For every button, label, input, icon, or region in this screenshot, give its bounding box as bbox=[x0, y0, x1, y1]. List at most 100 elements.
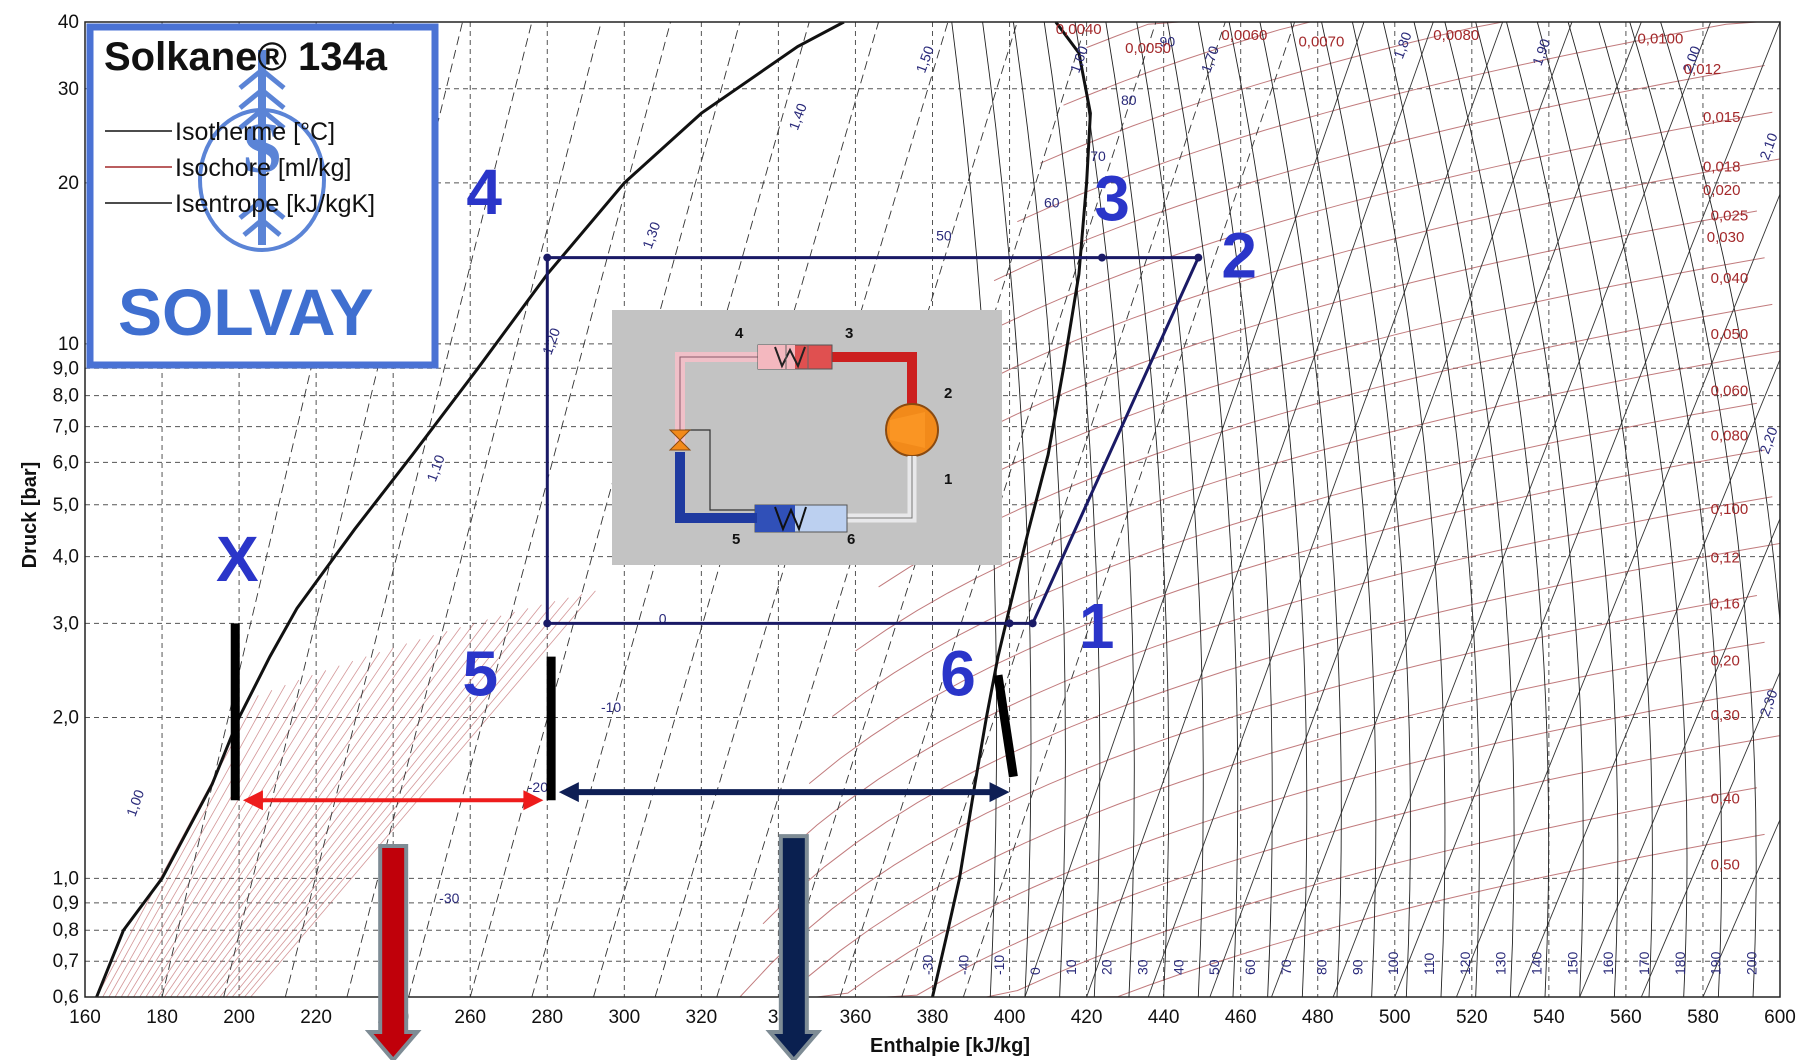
isochore-label: 0,100 bbox=[1711, 501, 1749, 518]
bottom-temp-label: 10 bbox=[1063, 959, 1079, 975]
isochore-line bbox=[1040, 22, 1780, 164]
isochore-label: 0,012 bbox=[1684, 61, 1722, 78]
y-tick-label: 8,0 bbox=[53, 386, 79, 407]
x-axis-ticks: 1601802002202402602803003203436038040042… bbox=[69, 1007, 1796, 1028]
isochore-line bbox=[624, 833, 1765, 997]
isochore-label: 0,50 bbox=[1711, 856, 1740, 873]
x-tick-label: 600 bbox=[1764, 1007, 1796, 1028]
isochore-line bbox=[785, 496, 1773, 853]
isochore-liquid-line bbox=[127, 670, 327, 997]
inset-label-6: 6 bbox=[847, 531, 855, 548]
arrow-blue-head-right bbox=[989, 782, 1010, 803]
solvay-logo: S bbox=[198, 50, 326, 252]
bottom-temp-label: 120 bbox=[1457, 951, 1473, 975]
isotherm-label: 60 bbox=[1044, 194, 1060, 210]
down-arrow-0 bbox=[364, 843, 422, 1060]
bottom-temp-label: 160 bbox=[1600, 951, 1616, 975]
isochore-label: 0,0100 bbox=[1637, 30, 1683, 47]
isochore-line bbox=[832, 402, 1757, 717]
isochore-liquid-line bbox=[102, 689, 273, 997]
inset-label-1: 1 bbox=[944, 471, 952, 488]
isotherm-label: 70 bbox=[1090, 148, 1106, 164]
isochore-line bbox=[947, 158, 1780, 402]
x-tick-label: 480 bbox=[1302, 1007, 1334, 1028]
x-tick-label: 220 bbox=[300, 1007, 332, 1028]
cycle-point-3 bbox=[1098, 253, 1106, 262]
svg-text:S: S bbox=[242, 108, 282, 188]
y-tick-label: 30 bbox=[58, 79, 79, 100]
isochore-liquid-line bbox=[157, 647, 394, 997]
down-arrow-1 bbox=[765, 834, 823, 1060]
y-tick-label: 5,0 bbox=[53, 495, 79, 516]
cycle-point-5 bbox=[543, 619, 552, 628]
isolines bbox=[96, 22, 1780, 997]
isochore-line bbox=[924, 210, 1757, 463]
x-tick-label: 460 bbox=[1225, 1007, 1257, 1028]
isentrope-line bbox=[1332, 22, 1712, 997]
cycle-schematic-inset: 4 3 2 1 5 6 bbox=[612, 310, 1002, 565]
x-tick-label: 440 bbox=[1148, 1007, 1180, 1028]
bottom-temp-label: 170 bbox=[1636, 951, 1652, 975]
bottom-temp-label: -40 bbox=[955, 955, 971, 975]
isochore-liquid-line bbox=[207, 615, 502, 997]
isentrope-line bbox=[1209, 22, 1573, 997]
isotherm-line bbox=[982, 22, 1032, 997]
isochore-line bbox=[901, 257, 1765, 525]
isochore-label: 0,0070 bbox=[1298, 33, 1344, 50]
x-tick-label: 560 bbox=[1610, 1007, 1642, 1028]
cycle-label-X: X bbox=[216, 523, 259, 595]
isotherm-line bbox=[1567, 22, 1688, 997]
isochore-label: 0,080 bbox=[1711, 427, 1749, 444]
cycle-label-3: 3 bbox=[1094, 163, 1130, 235]
y-axis-ticks: 0,6 0,7 0,8 0,9 1,0 2,0 3,0 4,0 5,0 6,0 7,0 8,0 9,0 1… bbox=[53, 12, 79, 1008]
bottom-temp-label: 180 bbox=[1672, 951, 1688, 975]
isotherm-line bbox=[1444, 22, 1550, 997]
y-tick-label: 3,0 bbox=[53, 613, 79, 634]
bottom-temp-label: 90 bbox=[1349, 959, 1365, 975]
bottom-temp-label: 70 bbox=[1278, 959, 1294, 975]
isotherm-line bbox=[1598, 22, 1723, 997]
isochore-liquid-line bbox=[188, 627, 461, 997]
y-tick-label: 40 bbox=[58, 12, 79, 33]
isochore-liquid-line bbox=[120, 674, 313, 997]
isochore-label: 0,0060 bbox=[1221, 27, 1267, 44]
isochore-liquid-line bbox=[170, 639, 421, 997]
isentrope-line bbox=[1086, 22, 1434, 997]
cycle-point-6 bbox=[1005, 619, 1014, 628]
x-tick-label: 280 bbox=[531, 1007, 563, 1028]
isentrope-line bbox=[469, 22, 741, 997]
inset-label-5: 5 bbox=[732, 531, 740, 548]
isochore-line bbox=[855, 350, 1780, 652]
x-axis-label: Enthalpie [kJ/kg] bbox=[870, 1035, 1030, 1057]
bottom-temp-label: 80 bbox=[1314, 959, 1330, 975]
isochore-label: 0,020 bbox=[1703, 182, 1741, 199]
isochore-liquid-line bbox=[114, 679, 300, 997]
isotherm-label: -10 bbox=[601, 699, 621, 715]
isotherm-line bbox=[1629, 22, 1757, 997]
y-tick-label: 1,0 bbox=[53, 868, 79, 889]
isochore-label: 0,16 bbox=[1711, 595, 1740, 612]
isochore-label: 0,12 bbox=[1711, 549, 1740, 566]
isochore-label: 0,040 bbox=[1711, 270, 1749, 287]
bottom-temp-label: -30 bbox=[920, 955, 936, 975]
isochore-liquid-line bbox=[145, 656, 367, 997]
bottom-temp-label: 20 bbox=[1099, 959, 1115, 975]
saturation-curve bbox=[95, 22, 1092, 997]
isentrope-line bbox=[1455, 192, 1780, 997]
legend-title: Solkane® 134a bbox=[104, 35, 388, 79]
bottom-temp-label: 50 bbox=[1206, 959, 1222, 975]
isotherm-label: -20 bbox=[528, 779, 548, 795]
isochore-label: 0,0080 bbox=[1433, 27, 1479, 44]
isotherm-label: 50 bbox=[936, 228, 952, 244]
isentrope-line bbox=[1271, 22, 1642, 997]
isotherm-line bbox=[1660, 22, 1780, 627]
cycle-point-4 bbox=[543, 253, 552, 262]
x-tick-label: 380 bbox=[917, 1007, 949, 1028]
isochore-line bbox=[739, 595, 1757, 997]
x-tick-label: 540 bbox=[1533, 1007, 1565, 1028]
saturation-liquid-line bbox=[95, 22, 845, 997]
isochore-label: 0,025 bbox=[1711, 208, 1749, 225]
isentrope-line bbox=[1394, 22, 1780, 997]
isochore-liquid-line bbox=[194, 623, 475, 997]
inset-label-4: 4 bbox=[735, 325, 744, 342]
